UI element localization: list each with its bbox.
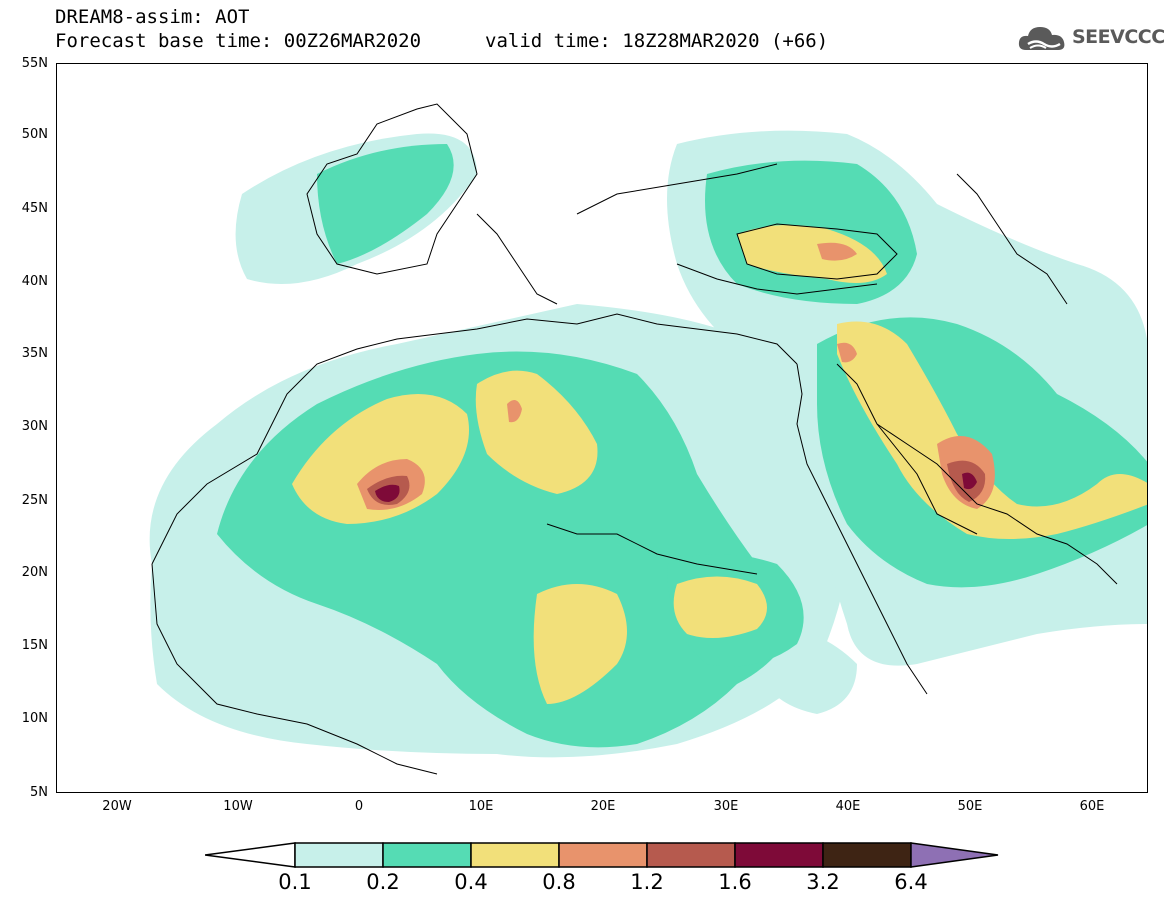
colorbar-low-arrow — [205, 842, 296, 868]
lat-label: 5N — [30, 785, 48, 800]
colorbar-segment — [382, 842, 472, 868]
coastlines — [151, 103, 1118, 775]
lon-label: 10W — [223, 799, 253, 814]
aot-map — [56, 63, 1148, 793]
lat-label: 35N — [21, 346, 48, 361]
lon-label: 40E — [835, 799, 861, 814]
colorbar-label: 1.6 — [718, 870, 752, 894]
colorbar-segment — [294, 842, 384, 868]
aot-field — [149, 103, 1147, 775]
lat-label: 30N — [21, 419, 48, 434]
colorbar-segment — [646, 842, 736, 868]
colorbar-label: 0.2 — [366, 870, 400, 894]
colorbar-segment — [470, 842, 560, 868]
forecast-base-time: Forecast base time: 00Z26MAR2020 — [55, 30, 422, 52]
colorbar-segment — [822, 842, 912, 868]
lon-label: 60E — [1079, 799, 1105, 814]
lon-label: 10E — [468, 799, 494, 814]
lon-label: 20E — [590, 799, 616, 814]
lon-label: 30E — [713, 799, 739, 814]
colorbar-label: 6.4 — [894, 870, 928, 894]
aot-band-1-6 — [375, 472, 977, 502]
aot-band-0-4 — [292, 225, 1147, 704]
colorbar-segment — [558, 842, 648, 868]
lat-label: 55N — [21, 56, 48, 71]
lat-label: 15N — [21, 638, 48, 653]
colorbar-label: 0.4 — [454, 870, 488, 894]
lon-label: 50E — [957, 799, 983, 814]
lat-label: 40N — [21, 274, 48, 289]
lat-label: 45N — [21, 201, 48, 216]
logo-text: SEEVCCC — [1072, 26, 1165, 48]
colorbar-label: 0.8 — [542, 870, 576, 894]
lat-label: 10N — [21, 711, 48, 726]
seevccc-logo: SEEVCCC — [1016, 22, 1165, 58]
map-title: DREAM8-assim: AOT — [55, 6, 250, 28]
lat-label: 20N — [21, 565, 48, 580]
lat-label: 50N — [21, 127, 48, 142]
colorbar-label: 1.2 — [630, 870, 664, 894]
colorbar-high-arrow — [910, 842, 999, 868]
lon-label: 20W — [102, 799, 132, 814]
cloud-icon — [1018, 27, 1065, 50]
colorbar-label: 0.1 — [278, 870, 312, 894]
lon-label: 0 — [354, 799, 364, 814]
lat-label: 25N — [21, 493, 48, 508]
valid-time: valid time: 18Z28MAR2020 (+66) — [485, 30, 829, 52]
aot-colorbar — [205, 842, 999, 868]
colorbar-label: 3.2 — [806, 870, 840, 894]
colorbar-segment — [734, 842, 824, 868]
